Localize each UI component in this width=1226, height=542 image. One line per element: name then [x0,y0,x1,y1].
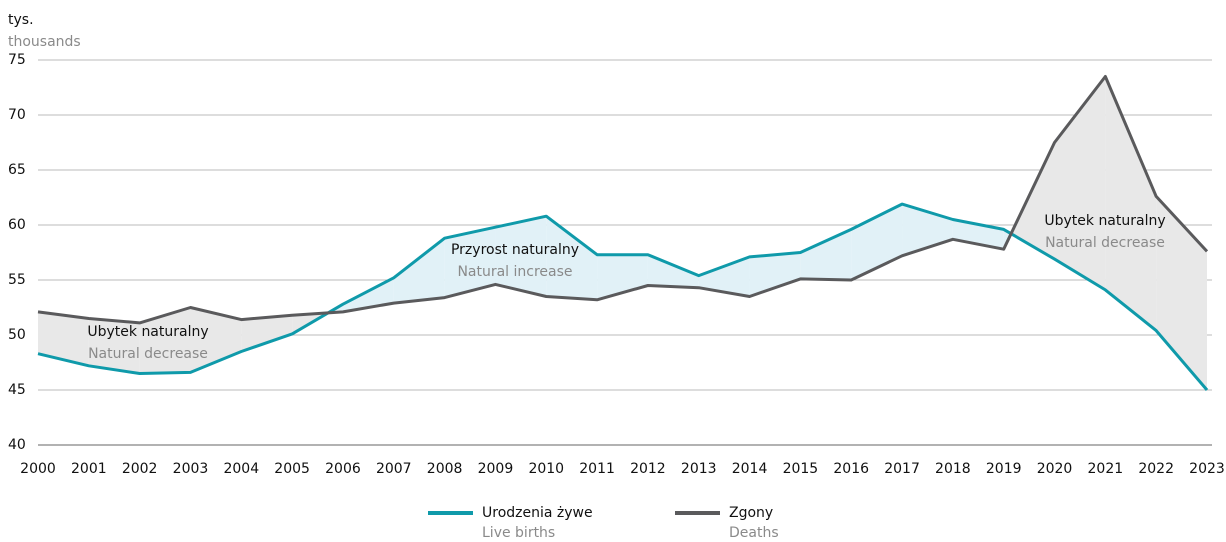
gap-area [139,307,191,374]
x-tick-label: 2014 [732,461,768,477]
x-tick-label: 2016 [833,461,869,477]
gap-area [698,256,750,297]
x-tick-label: 2010 [528,461,564,477]
y-tick-label: 45 [8,382,26,398]
gap-area [342,277,394,312]
y-tick-label: 65 [8,162,26,178]
y-unit-en: thousands [8,34,81,50]
gap-area [1011,142,1055,260]
x-tick-label: 2013 [681,461,717,477]
y-tick-label: 75 [8,52,26,68]
x-tick-label: 2022 [1138,461,1174,477]
x-tick-label: 2004 [223,461,259,477]
x-tick-label: 2007 [376,461,412,477]
x-tick-label: 2006 [325,461,361,477]
gap-area [88,318,140,374]
x-tick-label: 2017 [884,461,920,477]
x-tick-label: 2018 [935,461,971,477]
y-tick-label: 70 [8,107,26,123]
gap-area [1054,76,1106,290]
gap-area [749,252,801,297]
annotation-sub: Natural decrease [1045,235,1165,251]
gap-area [444,227,496,298]
x-tick-label: 2012 [630,461,666,477]
gap-area [495,216,547,297]
gap-area [393,238,445,304]
x-tick-label: 2001 [71,461,107,477]
y-tick-label: 55 [8,272,26,288]
x-tick-label: 2000 [20,461,56,477]
x-tick-label: 2008 [427,461,463,477]
gap-area [647,254,699,288]
annotation-sub: Natural decrease [88,346,208,362]
legend-label-en: Deaths [729,525,779,541]
x-tick-label: 2019 [986,461,1022,477]
series-line [37,75,1209,325]
y-tick-label: 60 [8,217,26,233]
x-tick-label: 2023 [1189,461,1225,477]
legend-label: Urodzenia żywe [482,505,593,521]
y-tick-label: 50 [8,327,26,343]
annotation: Przyrost naturalny [451,242,579,258]
gap-area [800,229,852,280]
legend-label-en: Live births [482,525,555,541]
y-unit: tys. [8,12,34,28]
x-tick-label: 2005 [274,461,310,477]
x-tick-label: 2021 [1088,461,1124,477]
gap-area [241,315,293,352]
annotation: Ubytek naturalny [1044,213,1165,229]
x-tick-label: 2015 [783,461,819,477]
gap-area [546,216,598,300]
x-tick-label: 2003 [173,461,209,477]
gap-area [1156,196,1207,390]
y-tick-label: 40 [8,437,26,453]
x-tick-label: 2011 [579,461,615,477]
x-tick-label: 2009 [478,461,514,477]
annotation-sub: Natural increase [457,264,572,280]
x-tick-label: 2020 [1037,461,1073,477]
gap-area [1105,76,1157,331]
legend-label: Zgony [729,505,773,521]
gap-area [38,311,89,366]
annotation: Ubytek naturalny [87,324,208,340]
x-tick-label: 2002 [122,461,158,477]
